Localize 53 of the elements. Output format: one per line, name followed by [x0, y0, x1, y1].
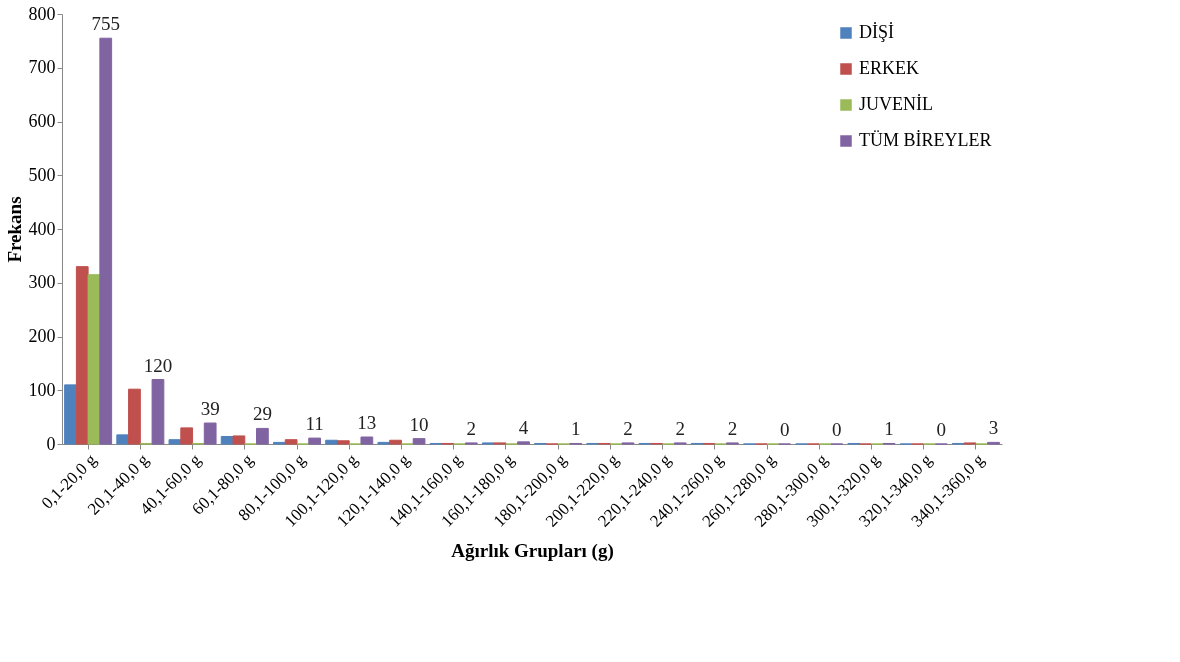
data-label: 1 [570, 418, 581, 440]
data-label: 0 [832, 419, 842, 440]
y-tick-label: 400 [28, 218, 56, 239]
bar [64, 384, 77, 445]
y-tick-label: 200 [28, 326, 56, 346]
data-label: 11 [305, 413, 324, 435]
data-label: 39 [200, 398, 220, 420]
bar [99, 37, 113, 445]
bar [412, 438, 426, 445]
data-label: 2 [675, 417, 685, 439]
data-label: 3 [988, 417, 999, 439]
legend-label: DİŞİ [859, 22, 894, 42]
bar [256, 427, 269, 445]
legend-label: TÜM BİREYLER [859, 130, 992, 150]
bar [389, 439, 402, 445]
data-label: 1 [884, 418, 894, 440]
bar [128, 388, 141, 445]
data-label: 13 [357, 412, 377, 434]
data-label: 4 [518, 416, 529, 438]
bar [517, 441, 530, 445]
data-label: 2 [466, 417, 477, 439]
legend-label: JUVENİL [859, 94, 933, 114]
legend-label: ERKEK [859, 58, 919, 78]
data-label: 0 [936, 419, 947, 440]
bar [180, 427, 194, 445]
x-axis-title: Ağırlık Grupları (g) [451, 539, 614, 562]
data-label: 10 [409, 413, 429, 435]
bar [203, 422, 217, 445]
data-label: 755 [91, 13, 120, 35]
y-tick-label: 500 [28, 164, 56, 185]
y-tick-label: 300 [28, 272, 56, 293]
bar [151, 379, 165, 445]
y-axis-title: Frekans [3, 196, 25, 263]
bar [116, 434, 130, 445]
bar [308, 437, 321, 445]
bar [360, 436, 374, 445]
data-label: 0 [779, 419, 790, 440]
y-tick-label: 100 [28, 379, 56, 400]
bar [232, 435, 246, 445]
bar [284, 439, 298, 445]
bar [220, 435, 234, 445]
bar [336, 440, 350, 445]
data-label: 120 [143, 354, 173, 376]
data-label: 2 [727, 417, 738, 439]
bar [325, 439, 338, 445]
data-label: 2 [623, 417, 633, 439]
bar [87, 274, 101, 445]
y-tick-label: 600 [28, 111, 56, 131]
bar [168, 439, 182, 445]
data-label: 29 [252, 403, 272, 425]
y-tick-label: 0 [46, 433, 56, 454]
y-tick-label: 700 [28, 57, 56, 78]
y-tick-label: 800 [28, 3, 56, 24]
